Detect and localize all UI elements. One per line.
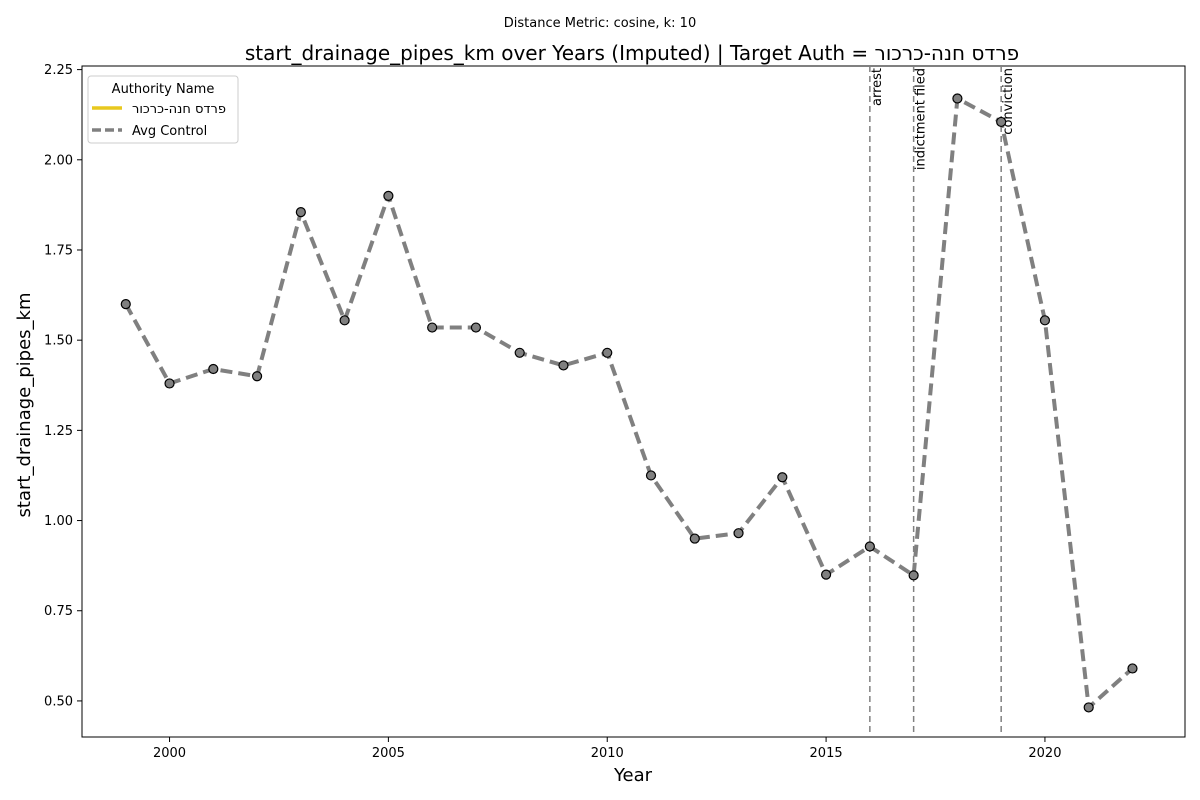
data-point (645, 470, 657, 481)
data-point (514, 347, 525, 358)
data-point (558, 360, 569, 371)
x-tick-label: 2015 (810, 746, 843, 761)
x-tick-label: 2010 (591, 746, 624, 761)
chart-subtitle: Distance Metric: cosine, k: 10 (504, 16, 696, 31)
chart-title: start_drainage_pipes_km over Years (Impu… (245, 41, 1019, 65)
data-point (1039, 315, 1051, 326)
y-tick-label: 1.00 (44, 514, 73, 529)
data-point (251, 371, 263, 382)
x-tick-label: 2005 (372, 746, 405, 761)
plot-area-frame (81, 65, 1186, 738)
data-point (1083, 702, 1094, 713)
data-point (295, 207, 306, 218)
y-axis-label: start_drainage_pipes_km (14, 293, 35, 518)
x-tick-label: 2000 (153, 746, 186, 761)
legend-box (87, 75, 239, 144)
event-label: indictment filed (914, 68, 929, 170)
data-point (996, 116, 1007, 128)
y-axis-ticks: 0.50 0.75 1.00 1.25 1.50 1.75 2.00 2.25 (44, 63, 82, 709)
data-point (470, 322, 482, 333)
y-tick-label: 1.50 (44, 334, 73, 349)
data-point (383, 190, 394, 201)
event-label: conviction (1001, 68, 1016, 135)
series-line (124, 96, 1134, 710)
data-point (602, 347, 613, 358)
data-point (908, 570, 919, 581)
data-point (820, 569, 832, 580)
y-tick-label: 2.25 (44, 63, 73, 78)
y-tick-label: 1.25 (44, 424, 73, 439)
event-label: arrest (870, 68, 885, 106)
y-tick-label: 0.75 (44, 604, 73, 619)
data-point (120, 298, 131, 310)
data-point (164, 378, 175, 389)
legend-title: Authority Name (112, 82, 215, 97)
data-point (339, 315, 350, 326)
data-point (777, 472, 788, 483)
event-markers: arrest indictment filed conviction (869, 66, 1016, 737)
y-tick-label: 2.00 (44, 153, 73, 168)
data-point (427, 322, 438, 333)
x-axis-label: Year (613, 765, 653, 786)
data-point (952, 93, 963, 104)
x-axis-ticks: 2000 2005 2010 2015 2020 (153, 737, 1061, 761)
data-point (689, 533, 700, 544)
y-tick-label: 0.50 (44, 694, 73, 709)
data-point (208, 363, 219, 375)
x-tick-label: 2020 (1028, 746, 1061, 761)
legend-label-avg-control: Avg Control (132, 124, 207, 139)
y-tick-label: 1.75 (44, 243, 73, 258)
data-point (733, 528, 744, 539)
series-layer (120, 93, 1138, 713)
data-point (864, 541, 875, 552)
legend-label-target: פרדס חנה-כרכור (132, 102, 226, 117)
data-point (1127, 663, 1138, 674)
legend: Authority Name פרדס חנה-כרכור Avg Contro… (87, 75, 239, 144)
